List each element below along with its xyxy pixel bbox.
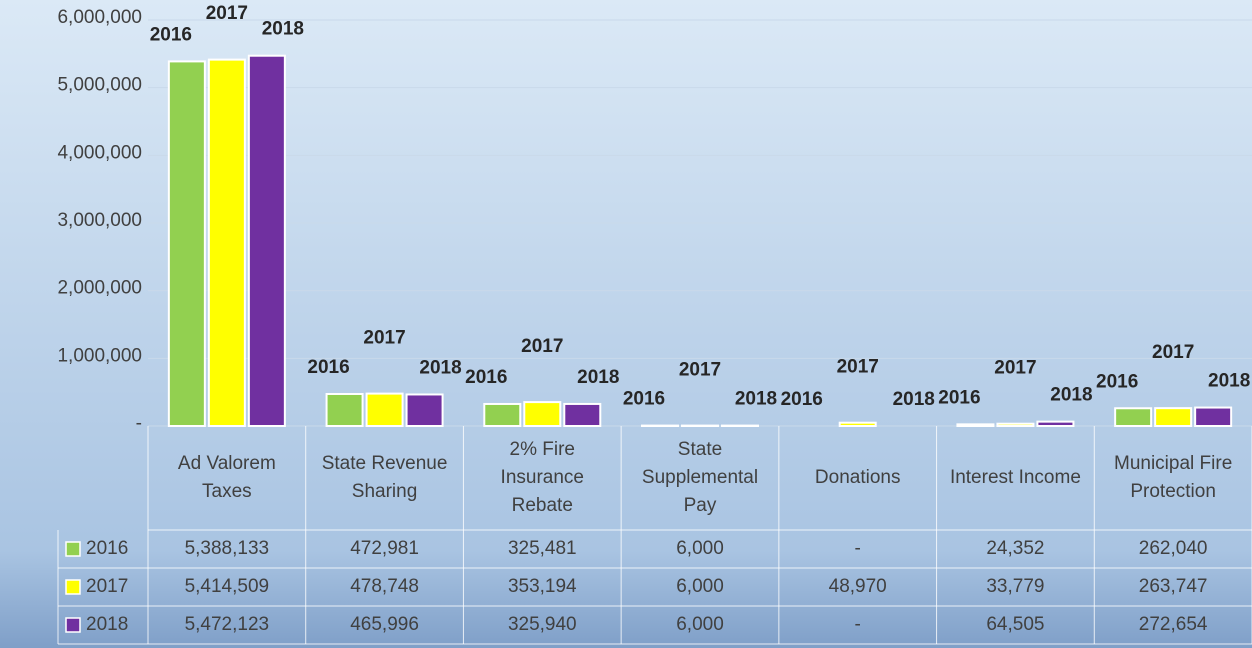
legend-label: 2016 — [86, 538, 128, 559]
y-tick-label: 5,000,000 — [57, 75, 142, 96]
y-tick-label: - — [136, 413, 142, 434]
table-value: - — [855, 538, 861, 559]
table-value: 24,352 — [986, 538, 1044, 559]
table-value: - — [855, 614, 861, 635]
category-cell: Donations — [814, 467, 901, 488]
legend-label: 2018 — [86, 614, 128, 635]
data-label: 2016 — [1096, 371, 1138, 392]
bar — [563, 402, 602, 428]
bar — [1154, 407, 1193, 427]
y-tick-label: 1,000,000 — [57, 345, 142, 366]
y-tick-label: 4,000,000 — [57, 142, 142, 163]
legend-key — [65, 541, 81, 557]
bar — [838, 421, 877, 428]
data-label: 2017 — [363, 328, 405, 349]
data-label: 2018 — [1208, 371, 1250, 392]
table-value: 6,000 — [676, 576, 724, 597]
data-label: 2017 — [521, 336, 563, 357]
x-tick-label: Municipal Fire Protection — [1114, 453, 1233, 502]
data-label: 2018 — [893, 389, 935, 410]
bar — [207, 58, 246, 427]
table-value: 478,748 — [350, 576, 419, 597]
data-label: 2018 — [735, 389, 777, 410]
bar — [956, 423, 995, 427]
table-value: 465,996 — [350, 614, 419, 635]
table-value: 472,981 — [350, 538, 419, 559]
data-label: 2018 — [262, 19, 304, 40]
data-label: 2017 — [206, 3, 248, 24]
table-value: 353,194 — [508, 576, 577, 597]
legend-key — [65, 579, 81, 595]
y-tick-label: 3,000,000 — [57, 210, 142, 231]
x-tick-label: 2% Fire Insurance Rebate — [500, 439, 584, 516]
bar — [167, 60, 206, 427]
bar — [325, 392, 364, 428]
bar — [523, 401, 562, 427]
table-value: 272,654 — [1139, 614, 1208, 635]
data-label: 2017 — [1152, 342, 1194, 363]
data-label: 2017 — [679, 360, 721, 381]
data-label: 2017 — [994, 358, 1036, 379]
bar — [365, 392, 404, 427]
table-value: 64,505 — [986, 614, 1044, 635]
bar — [1194, 406, 1233, 428]
table-value: 5,472,123 — [185, 614, 270, 635]
legend-label: 2017 — [86, 576, 128, 597]
table-value: 262,040 — [1139, 538, 1208, 559]
category-cell: Interest Income — [949, 467, 1081, 488]
table-value: 48,970 — [829, 576, 887, 597]
table-value: 325,481 — [508, 538, 577, 559]
x-tick-label: Ad Valorem Taxes — [177, 453, 276, 502]
data-label: 2016 — [623, 389, 665, 410]
data-label: 2016 — [465, 367, 507, 388]
table-value: 263,747 — [1139, 576, 1208, 597]
legend-key — [65, 617, 81, 633]
category-cell: Municipal Fire Protection — [1114, 453, 1233, 502]
data-label: 2016 — [307, 357, 349, 378]
category-cell: Ad Valorem Taxes — [177, 453, 276, 502]
y-tick-label: 2,000,000 — [57, 278, 142, 299]
data-label: 2018 — [419, 357, 461, 378]
bar — [405, 393, 444, 427]
x-tick-label: Donations — [814, 467, 901, 488]
category-cell: 2% Fire Insurance Rebate — [500, 439, 584, 516]
data-label: 2016 — [938, 387, 980, 408]
table-value: 5,414,509 — [185, 576, 270, 597]
data-label: 2017 — [837, 357, 879, 378]
data-label: 2016 — [150, 24, 192, 45]
bar — [247, 54, 286, 428]
table-value: 325,940 — [508, 614, 577, 635]
table-value: 5,388,133 — [185, 538, 270, 559]
table-value: 6,000 — [676, 614, 724, 635]
table-value: 33,779 — [986, 576, 1044, 597]
table-value: 6,000 — [676, 538, 724, 559]
data-label: 2018 — [577, 367, 619, 388]
bar — [1114, 407, 1153, 427]
x-tick-label: Interest Income — [949, 467, 1081, 488]
data-label: 2018 — [1050, 385, 1092, 406]
data-label: 2016 — [781, 389, 823, 410]
category-cell: State Supplemental Pay — [641, 439, 759, 516]
category-cell: State Revenue Sharing — [321, 453, 448, 502]
bar — [996, 422, 1035, 428]
x-tick-label: State Revenue Sharing — [321, 453, 448, 502]
bar — [1036, 420, 1075, 428]
y-tick-label: 6,000,000 — [57, 7, 142, 28]
x-tick-label: State Supplemental Pay — [641, 439, 759, 516]
bar — [483, 402, 522, 428]
